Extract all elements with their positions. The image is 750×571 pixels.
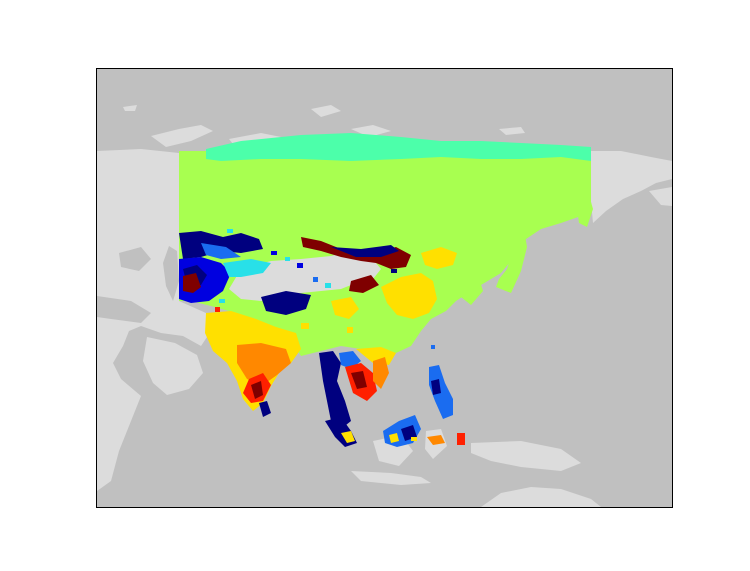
data-navy-west bbox=[179, 231, 263, 259]
black-sea bbox=[119, 247, 151, 271]
data-darkred-east bbox=[349, 275, 379, 293]
data-yellow-china bbox=[381, 273, 437, 319]
data-yellow-borneo bbox=[389, 433, 399, 443]
map-frame bbox=[96, 68, 673, 508]
data-yellowgreen-korea bbox=[461, 271, 483, 305]
land-outside-domain bbox=[97, 105, 672, 507]
arctic-island-4 bbox=[351, 125, 391, 137]
data-midblue-west bbox=[201, 243, 241, 259]
data-navy-myanmar bbox=[319, 351, 351, 429]
data-aquamarine-north bbox=[206, 133, 591, 161]
data-navy-philippines bbox=[431, 379, 441, 395]
data-darkred-thailand bbox=[351, 371, 367, 389]
data-red-moluccas bbox=[457, 433, 465, 445]
data-yellow-manchuria bbox=[421, 247, 457, 269]
data-midblue-philippines bbox=[429, 365, 453, 419]
data-darkred-india bbox=[251, 381, 263, 399]
data-yellow-malay bbox=[341, 431, 355, 443]
data-specks bbox=[215, 229, 435, 441]
europe-africa-land bbox=[97, 149, 211, 491]
data-cyan-west bbox=[223, 259, 271, 277]
data-yellow-tibet bbox=[331, 297, 359, 319]
data-navy-band bbox=[331, 245, 399, 257]
arctic-island-1 bbox=[151, 125, 213, 147]
mediterranean-strip bbox=[97, 296, 151, 323]
java-strip bbox=[351, 471, 431, 485]
data-field bbox=[179, 133, 593, 447]
far-east-land bbox=[591, 151, 672, 223]
data-orange-vietnam bbox=[373, 357, 389, 389]
map-plot bbox=[97, 69, 672, 507]
data-orange-sulawesi bbox=[427, 435, 445, 445]
arctic-island-6 bbox=[123, 105, 137, 111]
data-yellowgreen-japan bbox=[496, 223, 527, 293]
data-navy-srilanka bbox=[259, 401, 271, 417]
arctic-island-3 bbox=[311, 105, 341, 117]
data-darkred-west bbox=[183, 273, 201, 293]
data-yellow-indochina bbox=[356, 347, 396, 365]
arabia-land-fill bbox=[143, 337, 203, 395]
caspian-sea bbox=[163, 246, 179, 301]
data-yellowgreen-sakhalin bbox=[576, 195, 593, 227]
alaska-tip bbox=[649, 187, 672, 206]
data-orange-india bbox=[237, 343, 291, 385]
data-navy-tianshan bbox=[261, 291, 311, 315]
australia-top bbox=[481, 487, 601, 507]
pacific-island-1 bbox=[541, 453, 561, 465]
arctic-island-5 bbox=[499, 127, 525, 135]
